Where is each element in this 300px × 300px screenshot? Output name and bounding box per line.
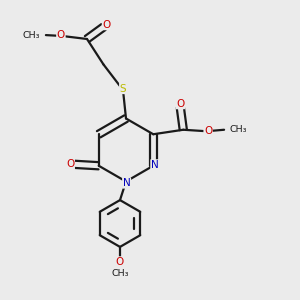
Text: O: O: [102, 20, 111, 30]
Text: O: O: [176, 99, 184, 109]
Text: CH₃: CH₃: [230, 125, 247, 134]
Text: O: O: [204, 126, 212, 136]
Text: N: N: [151, 160, 159, 170]
Text: CH₃: CH₃: [23, 31, 40, 40]
Text: O: O: [116, 257, 124, 267]
Text: N: N: [123, 178, 130, 188]
Text: O: O: [66, 159, 74, 169]
Text: S: S: [120, 83, 126, 94]
Text: CH₃: CH₃: [111, 269, 129, 278]
Text: O: O: [57, 30, 65, 40]
